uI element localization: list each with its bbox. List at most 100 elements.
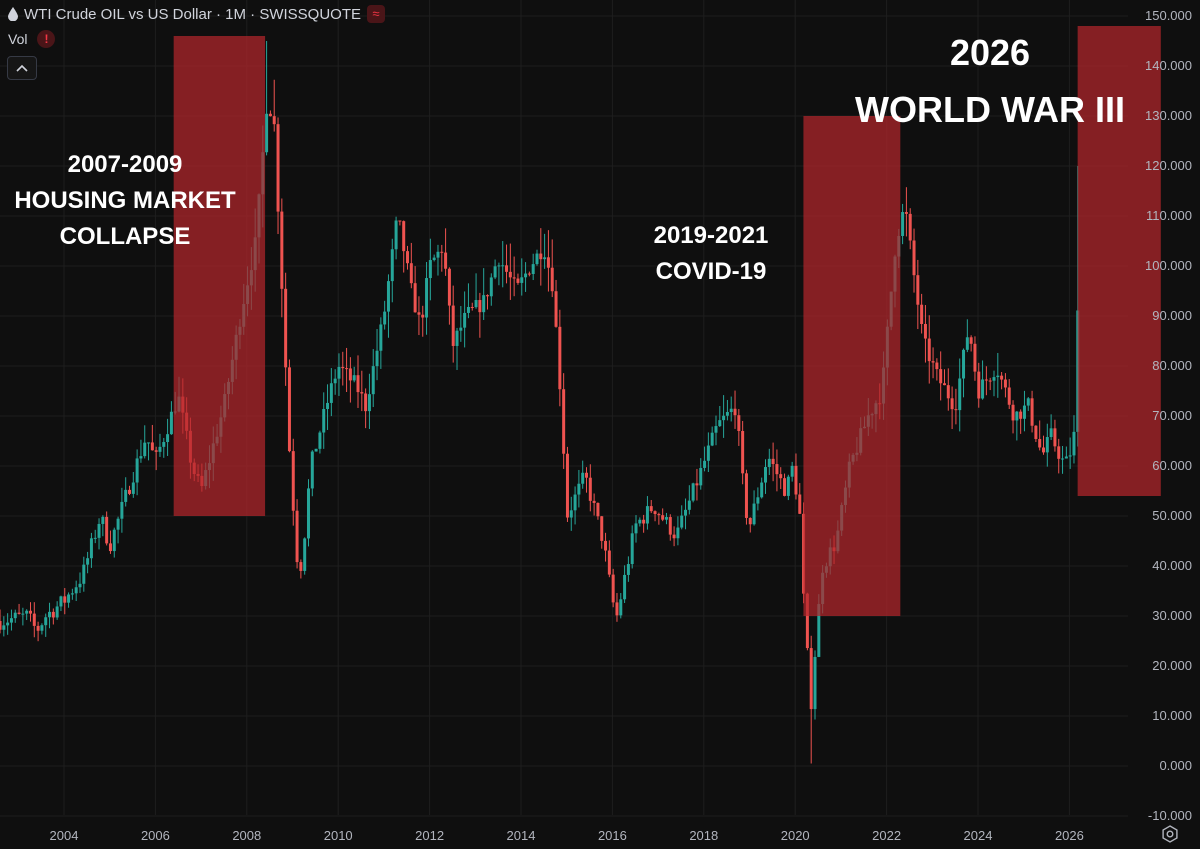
candle-body (565, 453, 569, 518)
candle-body (341, 366, 345, 369)
candle-body (451, 305, 455, 346)
candle-body (531, 264, 535, 275)
candle-body (813, 656, 817, 710)
candle-body (1061, 458, 1065, 460)
candle-body (367, 394, 371, 412)
candle-body (390, 249, 394, 282)
y-tick-label: 150.000 (1145, 8, 1192, 23)
candle-body (954, 409, 958, 411)
candle-body (546, 257, 550, 268)
candle-body (973, 343, 977, 372)
candle-body (581, 472, 585, 484)
candle-body (508, 271, 512, 278)
candle-body (1000, 375, 1004, 380)
candle-body (318, 432, 322, 449)
candle-body (718, 420, 722, 427)
candle-body (1026, 398, 1030, 406)
candle-body (150, 442, 154, 451)
candle-body (626, 564, 630, 575)
symbol-title[interactable]: WTI Crude OIL vs US Dollar · 1M · SWISSQ… (24, 5, 361, 23)
candle-body (17, 612, 21, 614)
candle-body (131, 482, 135, 494)
x-tick-label: 2018 (689, 828, 718, 843)
candle-body (124, 489, 128, 502)
candle-body (942, 383, 946, 386)
highlight-box (173, 36, 266, 516)
candle-body (569, 510, 573, 518)
candle-body (398, 220, 402, 222)
y-tick-label: 30.000 (1152, 608, 1192, 623)
chart-settings-button[interactable] (1160, 824, 1180, 844)
candle-body (733, 408, 737, 416)
candles (0, 41, 1080, 764)
candle-body (455, 330, 459, 346)
candle-body (48, 611, 52, 618)
y-tick-label: 110.000 (1146, 208, 1192, 223)
candle-body (649, 506, 653, 512)
candle-body (1049, 428, 1053, 438)
candle-body (596, 502, 600, 517)
candle-body (360, 392, 364, 394)
chart-header: WTI Crude OIL vs US Dollar · 1M · SWISSQ… (8, 4, 385, 24)
y-tick-label: 60.000 (1152, 458, 1192, 473)
candle-body (154, 450, 158, 452)
candle-body (752, 503, 756, 525)
candle-body (1030, 398, 1034, 426)
y-tick-label: 100.000 (1145, 258, 1192, 273)
settings-icon (1162, 825, 1178, 843)
candle-body (25, 610, 29, 614)
annotation-label: COVID-19 (656, 258, 767, 285)
annotations: 2007-2009 HOUSING MARKET COLLAPSE 2019-2021… (14, 26, 1161, 616)
candle-body (322, 408, 326, 433)
candle-body (1019, 411, 1023, 419)
candle-body (44, 617, 48, 626)
candle-body (166, 434, 170, 443)
annotation-label: 2019-2021 (654, 222, 769, 249)
candle-body (661, 515, 665, 520)
candle-body (501, 265, 505, 267)
x-tick-label: 2020 (781, 828, 810, 843)
candle-body (74, 587, 78, 594)
candle-body (1034, 425, 1038, 439)
candle-body (93, 537, 97, 539)
candle-body (268, 113, 272, 117)
candle-body (516, 278, 520, 283)
warning-icon[interactable]: ! (37, 30, 56, 48)
candle-body (276, 124, 280, 212)
candle-body (447, 268, 451, 306)
candle-body (592, 500, 596, 503)
candle-body (474, 300, 478, 308)
wave-icon[interactable]: ≈ (367, 5, 385, 23)
candle-body (265, 113, 269, 153)
x-tick-label: 2006 (141, 828, 170, 843)
candle-body (440, 251, 444, 253)
candle-body (158, 446, 162, 452)
candle-body (710, 432, 714, 446)
candle-body (798, 494, 802, 514)
candle-body (805, 593, 809, 649)
x-tick-label: 2016 (598, 828, 627, 843)
candle-body (143, 442, 147, 457)
candle-body (364, 393, 368, 412)
x-tick-label: 2022 (872, 828, 901, 843)
candle-body (1003, 379, 1007, 388)
candle-body (67, 594, 71, 603)
candle-body (912, 240, 916, 276)
volume-label[interactable]: Vol (8, 31, 28, 47)
candle-body (505, 265, 509, 272)
candle-body (558, 326, 562, 390)
candle-body (13, 612, 17, 619)
candle-body (470, 306, 474, 308)
candle-body (729, 408, 733, 413)
candle-body (996, 375, 1000, 378)
candle-body (524, 273, 528, 278)
candle-body (554, 291, 558, 327)
candle-body (901, 212, 905, 236)
collapse-legend-button[interactable] (7, 56, 37, 80)
candle-body (406, 251, 410, 264)
y-tick-label: 120.000 (1145, 158, 1192, 173)
candle-body (588, 477, 592, 501)
x-tick-label: 2010 (324, 828, 353, 843)
candle-body (767, 458, 771, 468)
